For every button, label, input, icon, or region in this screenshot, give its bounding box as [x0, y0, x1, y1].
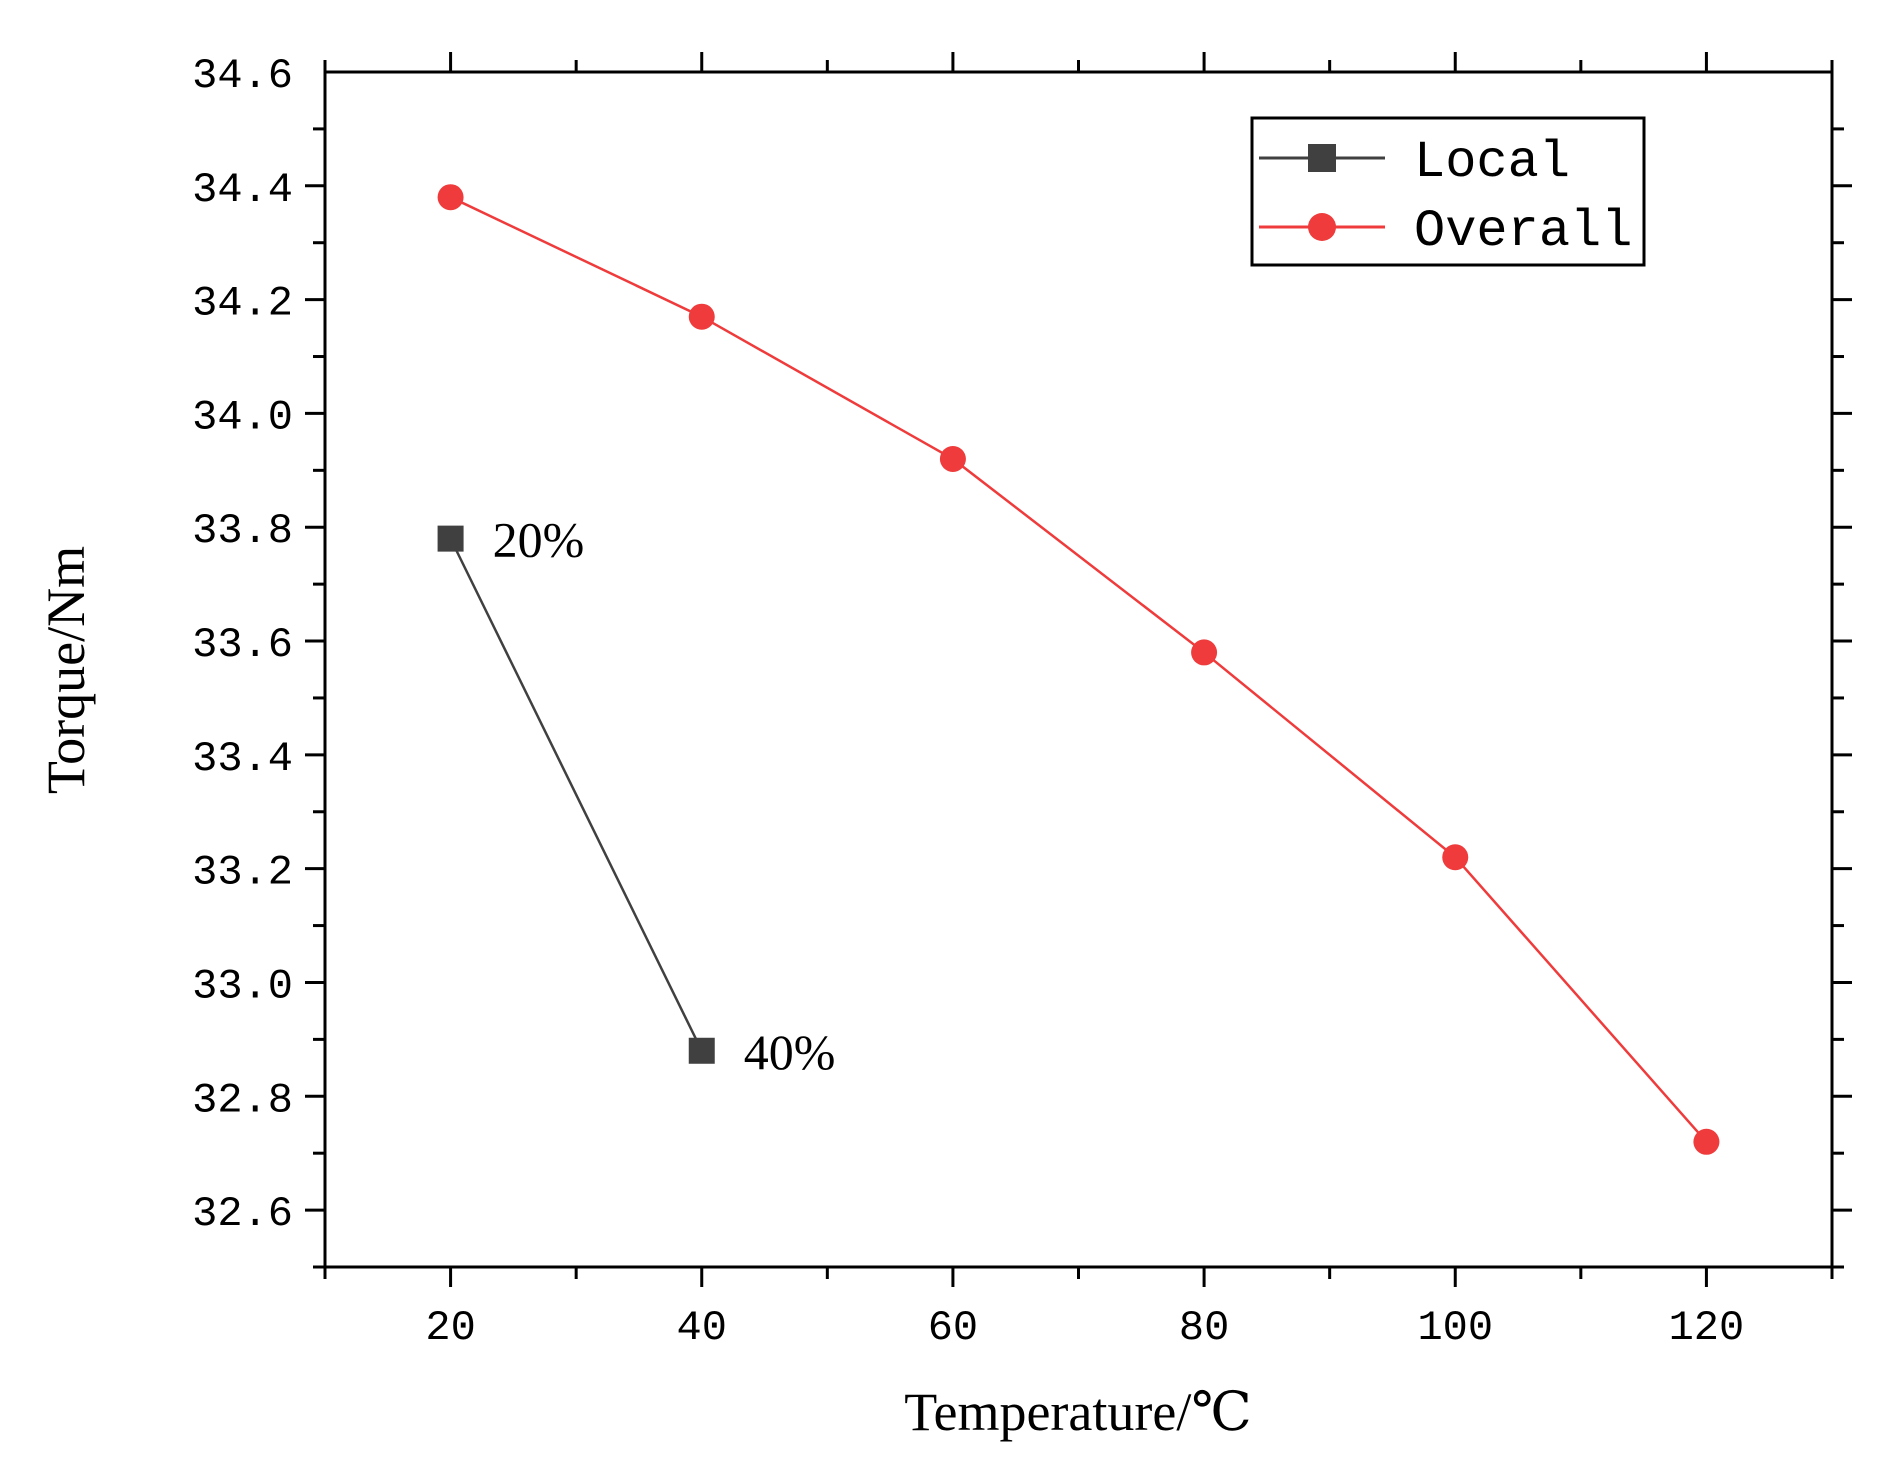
y-tick-label: 33.0: [192, 962, 293, 1010]
data-point-overall: [1693, 1128, 1720, 1155]
x-tick-label: 100: [1417, 1304, 1493, 1352]
data-point-local: [688, 1037, 715, 1064]
x-tick-label: 40: [677, 1304, 727, 1352]
data-point-overall: [1191, 639, 1218, 666]
series-layer: [437, 184, 1720, 1155]
legend-marker-overall: [1308, 213, 1336, 241]
legend-label-local: Local: [1414, 133, 1570, 192]
y-tick-label: 33.2: [192, 849, 293, 897]
annotation-layer: 20% 40%: [493, 512, 836, 1080]
x-tick-label: 120: [1669, 1304, 1745, 1352]
data-point-overall: [688, 303, 715, 330]
data-point-overall: [1442, 844, 1469, 871]
legend-box: [1250, 116, 1646, 267]
legend-label-overall: Overall: [1414, 202, 1632, 261]
y-axis-ticks: 32.6 32.8 33.0 33.2 33.4 33.6 33.8 34.0 34.2 34.4…: [192, 52, 1852, 1269]
y-tick-label: 33.6: [192, 621, 293, 669]
y-tick-label: 34.0: [192, 393, 293, 441]
data-point-local: [437, 525, 464, 552]
data-point-overall: [437, 184, 464, 211]
x-axis-title: Temperature/℃: [904, 1382, 1251, 1442]
point-annotation: 40%: [744, 1024, 836, 1080]
series-line-local: [449, 538, 703, 1052]
data-point-overall: [939, 445, 966, 472]
y-axis-title: Torque/Nm: [36, 546, 96, 794]
point-annotation: 20%: [493, 512, 585, 568]
x-axis-ticks: 20 40 60 80 100 120: [323, 52, 1834, 1352]
series-line-overall: [450, 196, 1708, 1143]
x-tick-label: 20: [425, 1304, 475, 1352]
y-tick-label: 33.8: [192, 507, 293, 555]
x-tick-label: 60: [928, 1304, 978, 1352]
y-tick-label: 34.6: [192, 52, 293, 100]
y-tick-label: 32.6: [192, 1190, 293, 1238]
legend-marker-local: [1308, 144, 1336, 172]
y-tick-label: 32.8: [192, 1076, 293, 1124]
y-tick-label: 34.2: [192, 280, 293, 328]
x-tick-label: 80: [1179, 1304, 1229, 1352]
y-tick-label: 34.4: [192, 166, 293, 214]
legend: Local Overall: [1250, 116, 1646, 267]
y-tick-label: 33.4: [192, 735, 293, 783]
